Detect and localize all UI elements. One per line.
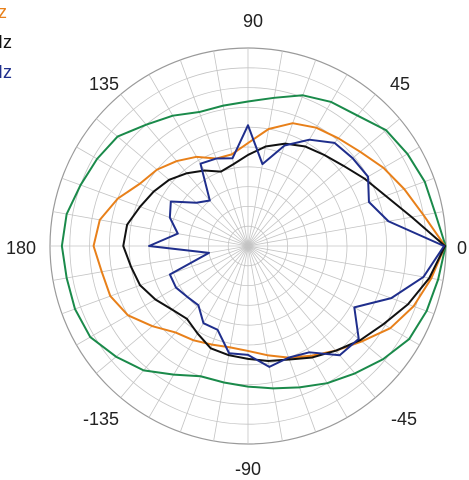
grid-spoke bbox=[52, 245, 249, 281]
grid-spoke bbox=[247, 118, 400, 247]
grid-spoke bbox=[247, 245, 400, 374]
angle-tick-label: 0 bbox=[457, 238, 467, 258]
series-layer bbox=[60, 94, 447, 390]
angle-tick-label: 180 bbox=[6, 238, 36, 258]
grid-spoke bbox=[52, 211, 249, 247]
grid-spoke bbox=[247, 94, 376, 247]
angle-tick-label: 90 bbox=[243, 11, 263, 31]
angle-tick-label: -45 bbox=[391, 409, 417, 429]
legend-label: Iz bbox=[0, 32, 12, 52]
grid-spoke bbox=[247, 177, 435, 247]
angle-tick-labels: 90 45 0 -45 -90 -135 180 135 bbox=[6, 11, 467, 479]
grid-spoke bbox=[179, 59, 249, 247]
grid-spoke bbox=[247, 245, 435, 315]
grid-spoke bbox=[76, 146, 249, 247]
grid-spoke bbox=[61, 245, 249, 315]
grid-spoke bbox=[247, 245, 348, 418]
grid-spoke bbox=[247, 59, 317, 247]
grid-spoke bbox=[247, 245, 444, 281]
grid-spoke bbox=[120, 94, 249, 247]
angle-tick-label: 135 bbox=[89, 74, 119, 94]
series-line-1 bbox=[60, 94, 447, 390]
polar-grid bbox=[49, 47, 447, 445]
grid-spoke bbox=[213, 245, 249, 442]
grid-spoke bbox=[247, 245, 283, 442]
legend-label: z bbox=[0, 2, 7, 22]
grid-spoke bbox=[179, 245, 249, 433]
grid-spoke bbox=[247, 245, 376, 398]
series-line-4 bbox=[148, 124, 446, 368]
grid-spoke bbox=[148, 74, 249, 247]
grid-spoke bbox=[247, 74, 348, 247]
angle-tick-label: -90 bbox=[235, 459, 261, 479]
grid-spoke bbox=[61, 177, 249, 247]
legend-label: Iz bbox=[0, 62, 12, 82]
grid-spoke bbox=[247, 245, 317, 433]
grid-spoke bbox=[76, 245, 249, 346]
grid-spoke bbox=[120, 245, 249, 398]
grid-spoke bbox=[247, 146, 420, 247]
series-line-3 bbox=[122, 142, 447, 363]
grid-spoke bbox=[96, 118, 249, 247]
grid-spoke bbox=[247, 50, 283, 247]
grid-spoke bbox=[148, 245, 249, 418]
series-line-2 bbox=[92, 122, 447, 359]
grid-spoke bbox=[213, 50, 249, 247]
legend: z Iz Iz bbox=[0, 2, 12, 82]
angle-tick-label: 45 bbox=[390, 74, 410, 94]
angle-tick-label: -135 bbox=[83, 409, 119, 429]
